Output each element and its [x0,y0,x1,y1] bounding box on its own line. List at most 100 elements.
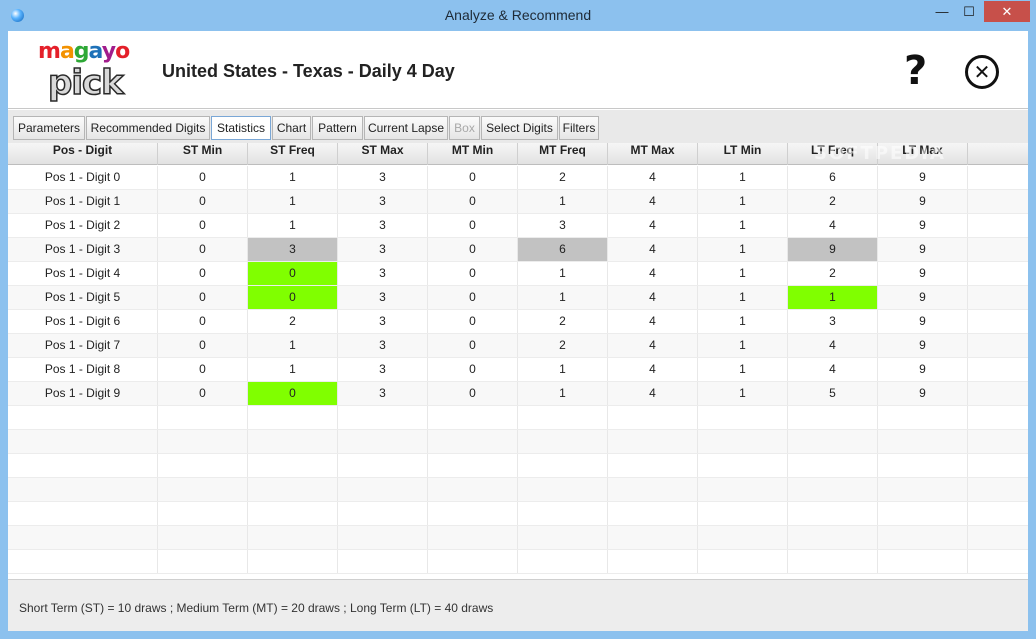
table-cell: 2 [518,334,608,357]
table-cell: Pos 1 - Digit 4 [8,262,158,285]
tab-chart[interactable]: Chart [272,116,311,140]
column-header[interactable]: ST Max [338,143,428,165]
table-cell: 3 [338,334,428,357]
table-cell [158,430,248,453]
table-cell: Pos 1 - Digit 3 [8,238,158,261]
table-cell [608,454,698,477]
table-cell: 9 [878,262,968,285]
tab-parameters[interactable]: Parameters [13,116,85,140]
table-cell: 4 [788,358,878,381]
empty-table-row [8,478,1028,502]
table-cell: 2 [518,310,608,333]
table-cell [428,526,518,549]
tab-pattern[interactable]: Pattern [312,116,363,140]
table-cell [608,526,698,549]
tab-select-digits[interactable]: Select Digits [481,116,558,140]
close-circle-icon[interactable]: ✕ [965,55,999,89]
table-cell [608,430,698,453]
table-cell [698,550,788,573]
table-cell [878,406,968,429]
table-cell: Pos 1 - Digit 0 [8,166,158,189]
column-header[interactable]: ST Min [158,143,248,165]
table-cell [788,526,878,549]
empty-table-row [8,430,1028,454]
column-header[interactable]: Pos - Digit [8,143,158,165]
table-cell: 1 [698,166,788,189]
table-cell [428,406,518,429]
table-cell [698,406,788,429]
table-cell: 1 [248,214,338,237]
table-cell [158,454,248,477]
table-cell: 1 [248,334,338,357]
logo-bottom-text: pick [47,62,124,104]
table-cell [248,526,338,549]
column-header[interactable]: LT Min [698,143,788,165]
table-cell [518,478,608,501]
table-cell [608,550,698,573]
table-cell: 9 [878,358,968,381]
magayo-pick-logo: magayo pick [38,39,134,104]
table-cell: 0 [428,310,518,333]
logo-letter: m [38,39,61,64]
tab-statistics[interactable]: Statistics [211,116,271,140]
column-header[interactable]: MT Min [428,143,518,165]
tab-bar: Parameters Recommended Digits Statistics Ch… [8,110,1028,143]
table-cell [8,478,158,501]
logo-top-text: magayo [38,39,130,64]
table-cell: Pos 1 - Digit 2 [8,214,158,237]
table-cell: 0 [158,238,248,261]
table-cell [338,550,428,573]
table-cell [248,430,338,453]
table-cell: 0 [428,286,518,309]
maximize-button[interactable]: ☐ [963,3,975,19]
table-cell [8,430,158,453]
table-cell: Pos 1 - Digit 5 [8,286,158,309]
client-area: magayo pick United States - Texas - Dail… [8,31,1028,631]
window-close-button[interactable]: ✕ [984,1,1030,22]
table-cell: 3 [248,238,338,261]
table-cell [878,430,968,453]
logo-letter: o [115,39,130,64]
table-cell [248,478,338,501]
table-cell: 0 [158,214,248,237]
table-cell: 1 [788,286,878,309]
column-header[interactable]: MT Max [608,143,698,165]
column-header[interactable]: LT Max [878,143,968,165]
table-cell [698,454,788,477]
statistics-table: LT Max LT Freq LT Min MT Max MT Freq MT Min ST… [8,143,1028,579]
column-header[interactable]: LT Freq [788,143,878,165]
table-cell: 2 [788,262,878,285]
help-icon[interactable]: ? [904,48,928,94]
table-cell [608,478,698,501]
tab-filters[interactable]: Filters [559,116,599,140]
table-cell: Pos 1 - Digit 7 [8,334,158,357]
table-cell [608,406,698,429]
logo-letter: g [73,39,90,64]
table-cell: 0 [428,214,518,237]
logo-letter: y [101,39,116,64]
table-cell: 3 [788,310,878,333]
table-cell: 9 [878,382,968,405]
minimize-button[interactable]: — [935,4,949,19]
tab-recommended-digits[interactable]: Recommended Digits [86,116,210,140]
table-cell [518,550,608,573]
title-bar[interactable]: Analyze & Recommend — ☐ ✕ [0,0,1036,31]
table-cell: 4 [608,286,698,309]
column-header[interactable]: ST Freq [248,143,338,165]
table-cell: 1 [698,190,788,213]
table-cell: 2 [248,310,338,333]
tab-current-lapse[interactable]: Current Lapse [364,116,448,140]
table-cell: 1 [698,334,788,357]
table-cell [248,454,338,477]
column-header[interactable]: MT Freq [518,143,608,165]
